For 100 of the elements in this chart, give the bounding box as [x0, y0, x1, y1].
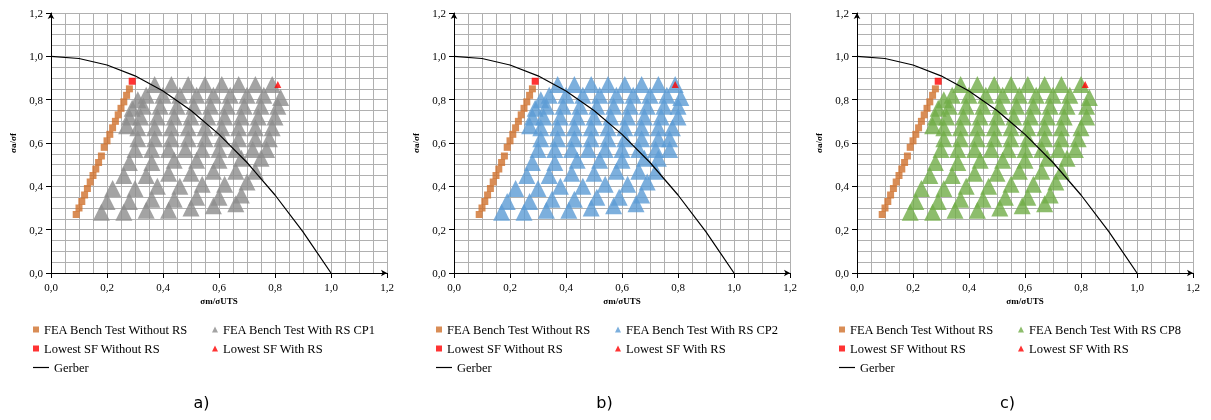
point	[100, 143, 108, 151]
point	[506, 137, 514, 145]
point	[915, 124, 923, 132]
point	[114, 111, 122, 119]
point	[81, 191, 89, 199]
x-tick-label: 0,2	[503, 280, 517, 293]
point	[509, 130, 517, 138]
y-tick-label: 1,2	[432, 7, 446, 19]
legend-label: FEA Bench Test Without RS	[850, 322, 994, 337]
x-tick-label: 1,0	[324, 280, 339, 293]
point	[111, 117, 119, 125]
y-tick-label: 1,0	[29, 50, 44, 63]
point	[528, 85, 536, 93]
point	[878, 211, 886, 218]
text: c)	[999, 392, 1016, 412]
point	[500, 152, 508, 160]
x-tick-label: 0,2	[100, 280, 114, 293]
point	[520, 104, 528, 112]
x-tick-label: 0,0	[447, 280, 462, 293]
y-tick-label: 0,6	[835, 137, 850, 149]
point	[92, 165, 100, 173]
x-tick-label: 0,0	[850, 280, 865, 293]
x-tick-label: 1,2	[1186, 280, 1200, 293]
point	[103, 137, 111, 145]
x-axis-title: σm/σUTS	[200, 296, 238, 307]
y-tick-label: 0,0	[432, 267, 447, 279]
point	[923, 104, 931, 112]
x-tick-label: 0,6	[615, 280, 630, 293]
legend-label: FEA Bench Test Without RS	[44, 322, 188, 337]
point	[917, 117, 925, 125]
legend-label: Lowest SF With RS	[626, 341, 726, 356]
x-tick-label: 1,0	[727, 280, 742, 293]
legend-label: Lowest SF With RS	[1029, 341, 1129, 356]
point	[117, 104, 125, 112]
legend-label: Lowest SF Without RS	[850, 341, 966, 356]
point	[912, 130, 920, 138]
y-tick-label: 1,2	[835, 7, 849, 19]
point	[498, 159, 506, 166]
y-tick-label: 0,2	[432, 223, 446, 236]
point	[492, 172, 500, 179]
y-tick-label: 0,4	[29, 180, 44, 193]
point	[909, 137, 917, 145]
x-tick-label: 0,6	[212, 280, 227, 293]
y-tick-label: 0,6	[432, 137, 447, 149]
x-tick-label: 0,6	[1018, 280, 1033, 293]
x-axis-title: σm/σUTS	[603, 296, 641, 307]
point	[926, 98, 934, 106]
x-tick-label: 1,0	[1130, 280, 1145, 293]
point	[884, 198, 892, 205]
x-tick-label: 0,4	[559, 280, 574, 293]
x-tick-label: 0,8	[268, 280, 283, 293]
point	[89, 172, 97, 179]
point	[895, 172, 903, 179]
point	[97, 152, 105, 160]
y-tick-label: 1,2	[29, 7, 43, 19]
legend-label: Lowest SF Without RS	[447, 341, 563, 356]
point	[481, 198, 489, 205]
point	[95, 159, 103, 166]
point	[929, 91, 937, 99]
y-tick-label: 0,8	[835, 93, 850, 106]
point	[906, 143, 914, 151]
point	[889, 185, 897, 192]
x-tick-label: 0,2	[906, 280, 920, 293]
legend-label: Lowest SF With RS	[223, 341, 323, 356]
y-tick-label: 0,4	[432, 180, 447, 193]
point	[489, 178, 497, 186]
y-tick-label: 1,0	[432, 50, 447, 63]
point	[503, 143, 511, 151]
point	[523, 98, 531, 106]
y-tick-label: 0,4	[835, 180, 850, 193]
legend-label: FEA Bench Test Without RS	[447, 322, 591, 337]
legend-label: Gerber	[457, 360, 493, 375]
y-tick-label: 0,8	[29, 93, 44, 106]
legend-label: FEA Bench Test With RS CP1	[223, 322, 376, 337]
point	[83, 185, 91, 192]
point	[484, 191, 492, 199]
legend-label: FEA Bench Test With RS CP2	[626, 322, 779, 337]
point	[887, 191, 895, 199]
text: a)	[193, 392, 210, 412]
point	[934, 77, 942, 85]
x-tick-label: 0,8	[1074, 280, 1089, 293]
point	[123, 91, 131, 99]
x-tick-label: 0,8	[671, 280, 686, 293]
point	[526, 91, 534, 99]
legend-label: Gerber	[860, 360, 896, 375]
x-tick-label: 0,4	[962, 280, 977, 293]
point	[72, 211, 80, 218]
text: b)	[596, 392, 613, 412]
y-tick-label: 0,2	[835, 223, 849, 236]
point	[475, 211, 483, 218]
point	[274, 81, 282, 88]
point	[892, 178, 900, 186]
point	[514, 117, 522, 125]
x-tick-label: 0,4	[156, 280, 171, 293]
x-tick-label: 1,2	[380, 280, 394, 293]
point	[86, 178, 94, 186]
point	[898, 165, 906, 173]
point	[881, 204, 889, 212]
legend-label: Gerber	[54, 360, 90, 375]
point	[920, 111, 928, 119]
